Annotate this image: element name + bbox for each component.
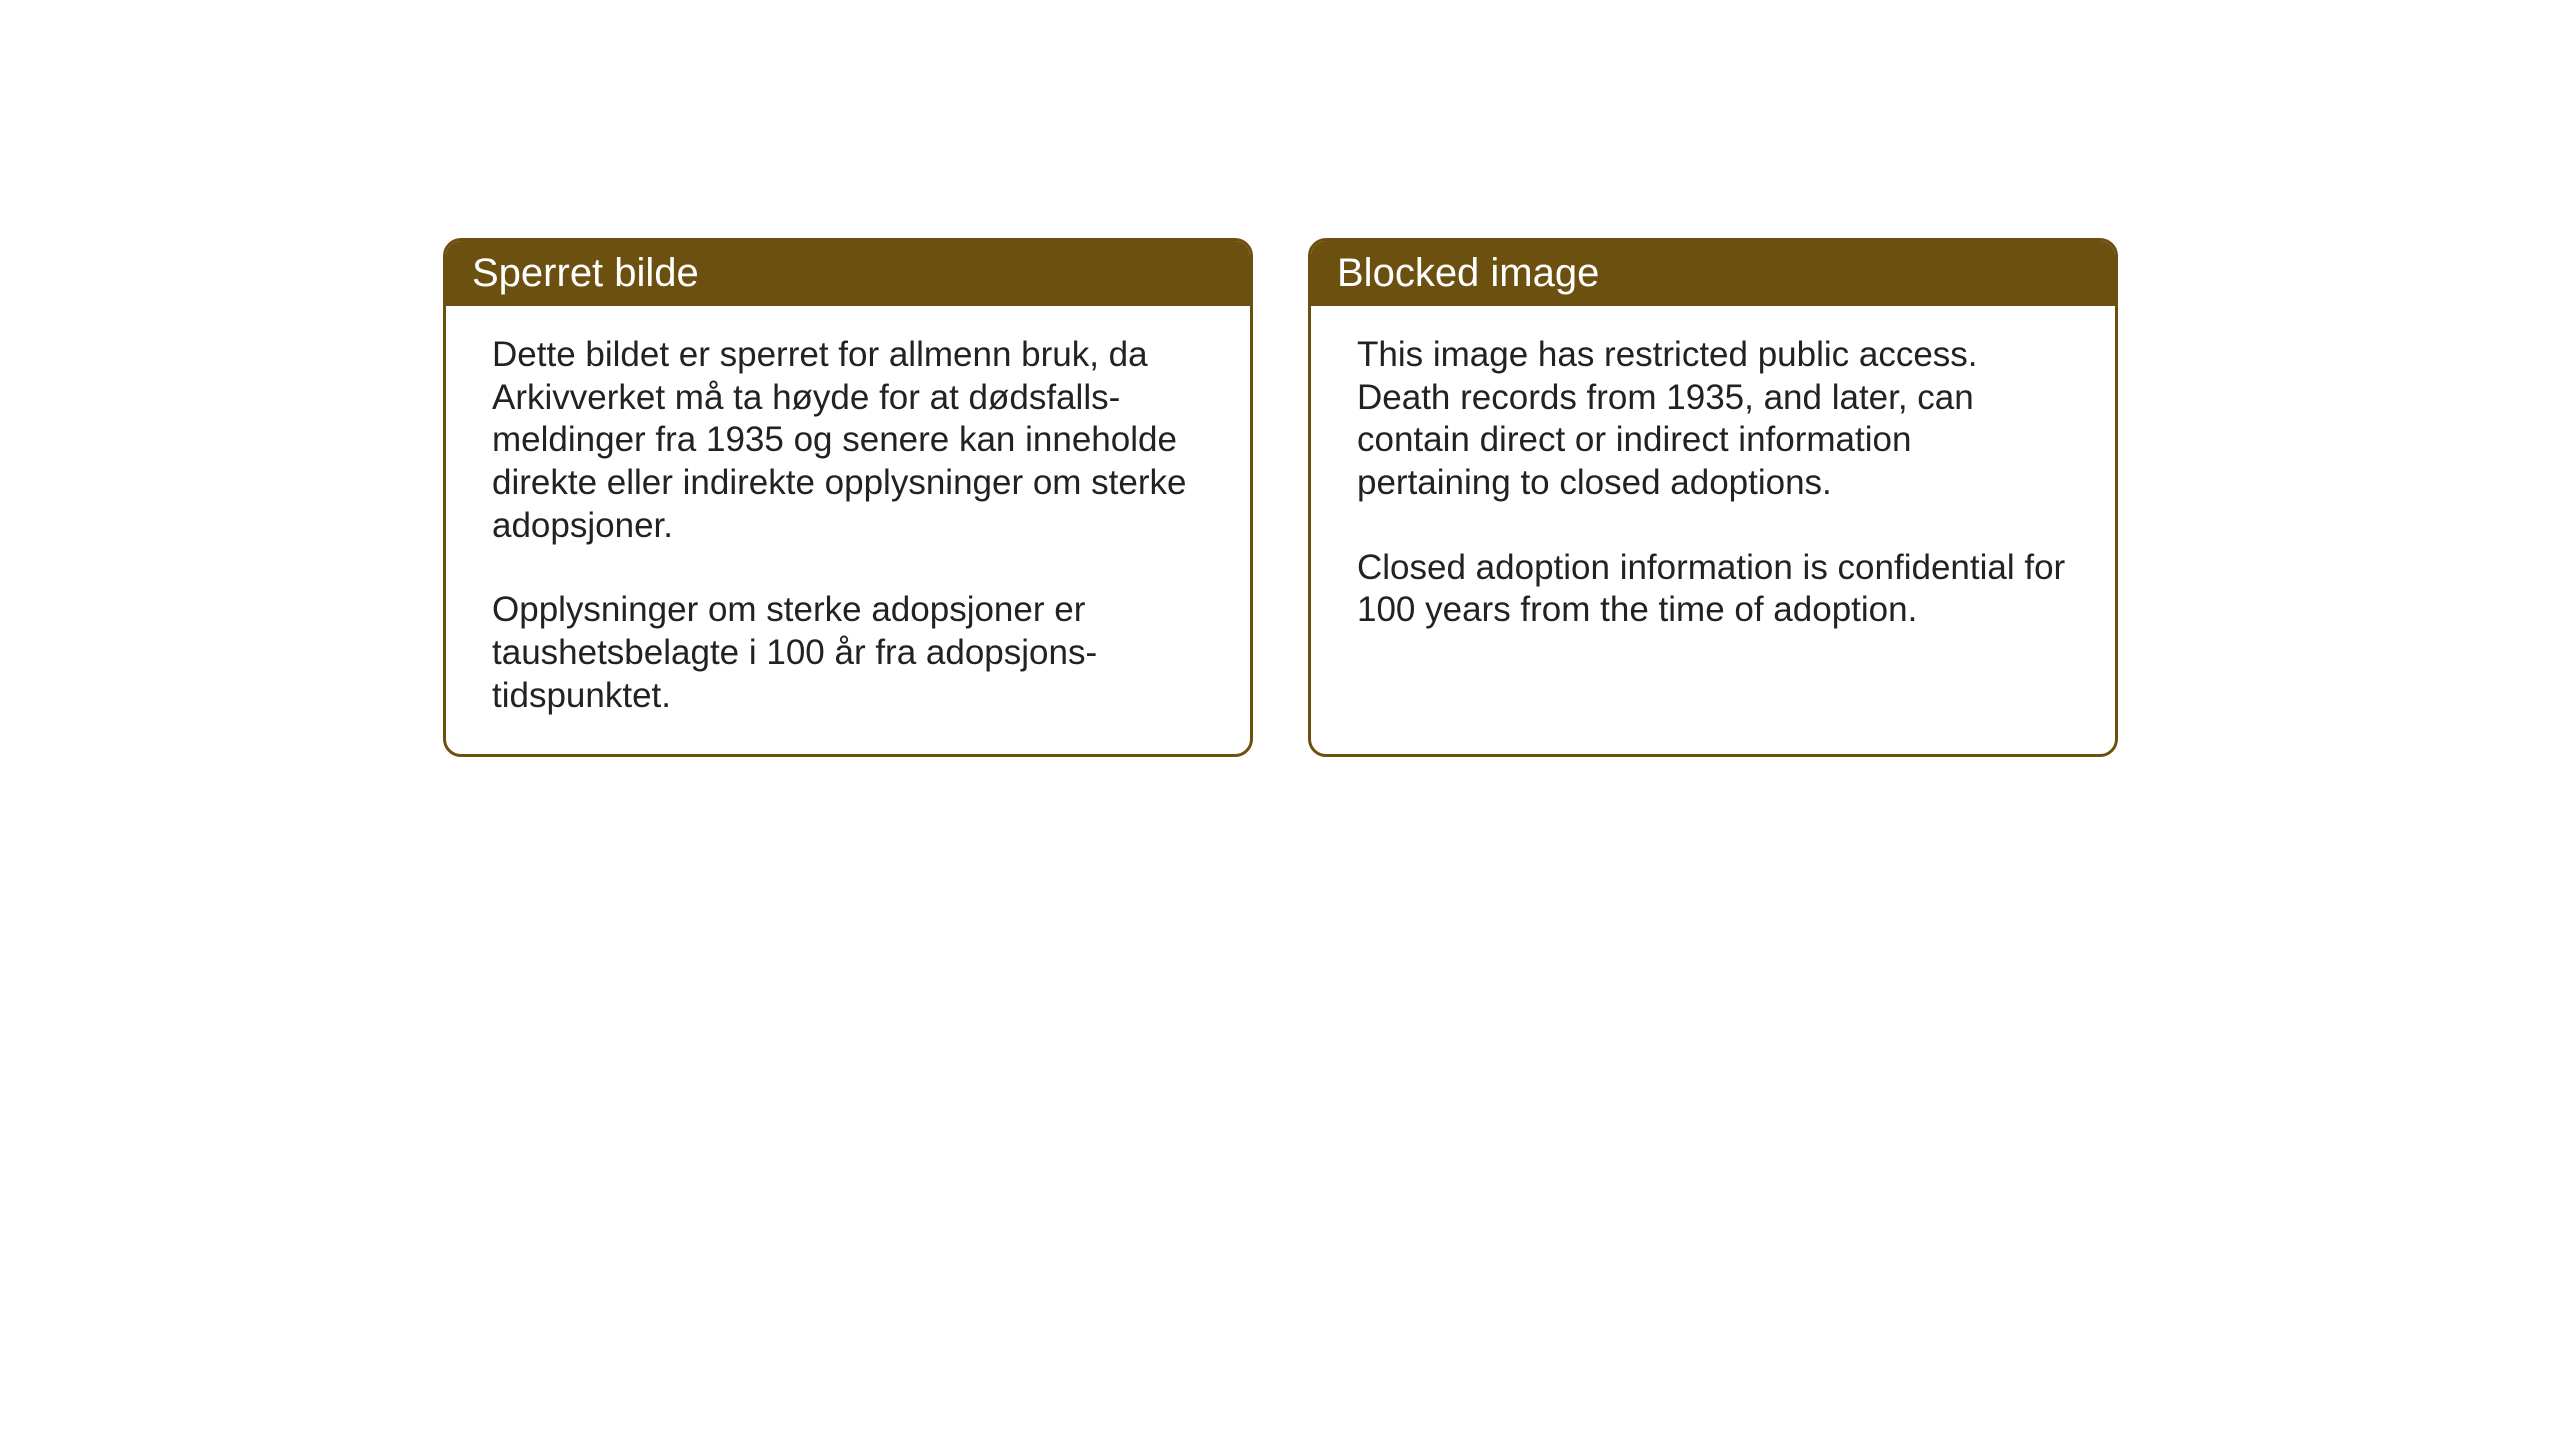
notice-paragraph: Dette bildet er sperret for allmenn bruk… xyxy=(492,334,1204,547)
notice-paragraph: Opplysninger om sterke adopsjoner er tau… xyxy=(492,589,1204,717)
notice-box-norwegian: Sperret bilde Dette bildet er sperret fo… xyxy=(443,238,1253,757)
notice-body-english: This image has restricted public access.… xyxy=(1311,306,2115,742)
notice-body-norwegian: Dette bildet er sperret for allmenn bruk… xyxy=(446,306,1250,754)
notice-paragraph: This image has restricted public access.… xyxy=(1357,334,2069,505)
notice-paragraph: Closed adoption information is confident… xyxy=(1357,547,2069,632)
notice-title: Sperret bilde xyxy=(472,251,699,295)
notice-header-english: Blocked image xyxy=(1311,241,2115,306)
notice-container: Sperret bilde Dette bildet er sperret fo… xyxy=(0,0,2560,757)
notice-title: Blocked image xyxy=(1337,251,1599,295)
notice-header-norwegian: Sperret bilde xyxy=(446,241,1250,306)
notice-box-english: Blocked image This image has restricted … xyxy=(1308,238,2118,757)
